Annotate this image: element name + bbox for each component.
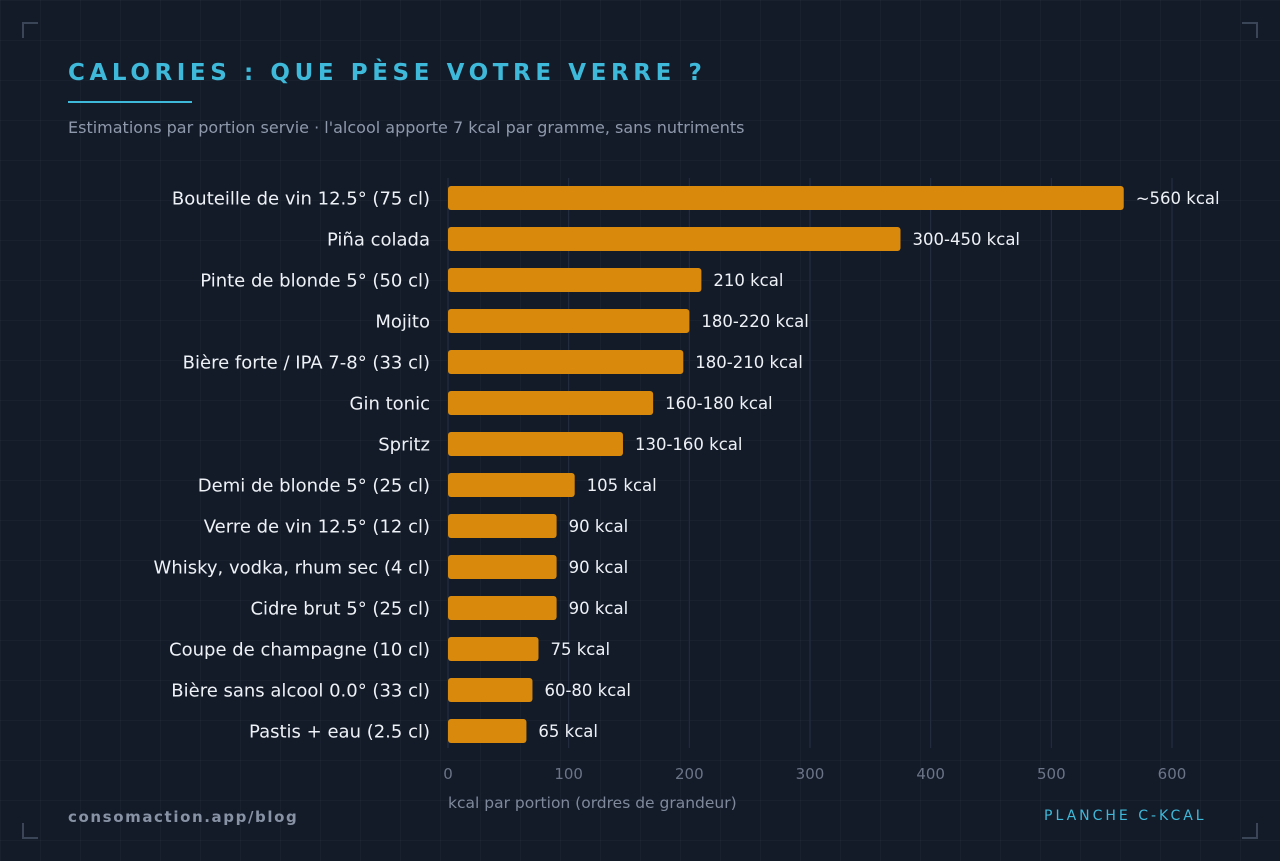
bar — [448, 596, 557, 620]
x-tick-label: 300 — [796, 765, 825, 783]
value-label: 160-180 kcal — [665, 394, 773, 413]
x-tick-label: 200 — [675, 765, 704, 783]
value-label: 180-210 kcal — [695, 353, 803, 372]
bar — [448, 432, 623, 456]
bar — [448, 637, 539, 661]
category-label: Demi de blonde 5° (25 cl) — [198, 476, 430, 497]
labels: 0 100 200 300 400 500 600 Bouteille de vin 12.5… — [154, 189, 1220, 784]
value-label: 105 kcal — [587, 476, 657, 495]
corner-mark-top-left — [22, 22, 38, 38]
corner-mark-bottom-right — [1242, 823, 1258, 839]
category-label: Whisky, vodka, rhum sec (4 cl) — [154, 558, 430, 579]
title-underline — [68, 101, 192, 103]
category-label: Verre de vin 12.5° (12 cl) — [204, 517, 430, 538]
bar — [448, 186, 1124, 210]
x-tick-label: 100 — [554, 765, 583, 783]
value-label: ~560 kcal — [1136, 189, 1220, 208]
category-label: Bière sans alcool 0.0° (33 cl) — [171, 681, 430, 702]
bar — [448, 719, 527, 743]
category-label: Spritz — [378, 435, 430, 456]
x-tick-label: 500 — [1037, 765, 1066, 783]
value-label: 90 kcal — [569, 558, 629, 577]
corner-mark-bottom-left — [22, 823, 38, 839]
x-axis-title: kcal par portion (ordres de grandeur) — [448, 794, 737, 812]
value-label: 65 kcal — [538, 722, 598, 741]
category-label: Pinte de blonde 5° (50 cl) — [200, 271, 430, 292]
bar — [448, 309, 690, 333]
bars — [448, 186, 1124, 743]
category-label: Pastis + eau (2.5 cl) — [249, 722, 430, 743]
page-subtitle: Estimations par portion servie · l'alcoo… — [68, 118, 745, 137]
bar — [448, 227, 901, 251]
gridlines — [447, 178, 1173, 748]
bar — [448, 268, 702, 292]
page-title: CALORIES : QUE PÈSE VOTRE VERRE ? — [68, 60, 707, 86]
value-label: 130-160 kcal — [635, 435, 743, 454]
bar — [448, 678, 533, 702]
x-tick-label: 600 — [1158, 765, 1187, 783]
value-label: 300-450 kcal — [913, 230, 1021, 249]
category-label: Mojito — [375, 312, 430, 333]
category-label: Gin tonic — [350, 394, 430, 415]
category-label: Cidre brut 5° (25 cl) — [250, 599, 430, 620]
bar — [448, 350, 684, 374]
value-label: 90 kcal — [569, 517, 629, 536]
bar — [448, 391, 654, 415]
corner-mark-top-right — [1242, 22, 1258, 38]
category-label: Coupe de champagne (10 cl) — [169, 640, 430, 661]
value-label: 75 kcal — [551, 640, 611, 659]
category-label: Piña colada — [327, 230, 430, 251]
value-label: 60-80 kcal — [544, 681, 631, 700]
bar — [448, 555, 557, 579]
value-label: 90 kcal — [569, 599, 629, 618]
plate-reference: PLANCHE C-KCAL — [1044, 808, 1207, 824]
category-label: Bière forte / IPA 7-8° (33 cl) — [183, 353, 430, 374]
category-label: Bouteille de vin 12.5° (75 cl) — [172, 189, 430, 210]
bar — [448, 514, 557, 538]
x-tick-label: 0 — [443, 765, 453, 783]
value-label: 210 kcal — [713, 271, 783, 290]
x-tick-label: 400 — [916, 765, 945, 783]
source-link: consomaction.app/blog — [68, 808, 299, 826]
value-label: 180-220 kcal — [701, 312, 809, 331]
bar — [448, 473, 575, 497]
